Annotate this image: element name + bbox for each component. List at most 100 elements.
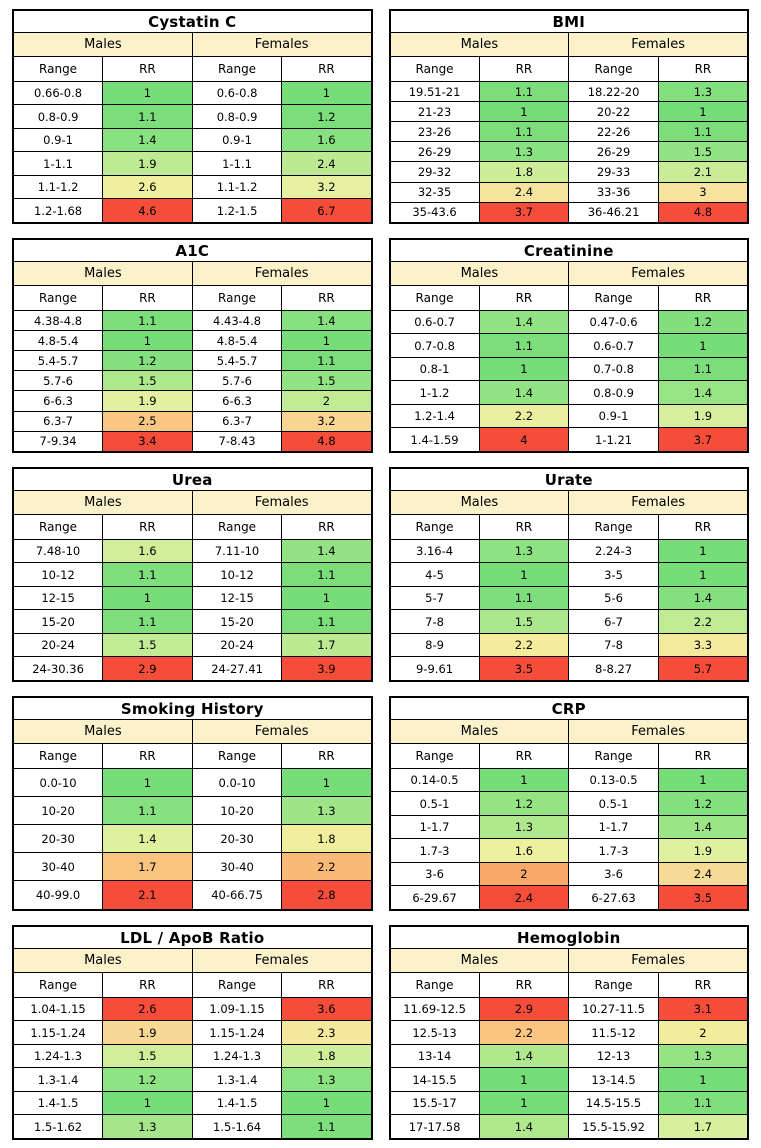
rr-cell-males: 1.1 <box>478 121 570 143</box>
title-row: CRP <box>389 696 749 720</box>
rr-cell-females: 3 <box>657 181 749 203</box>
rr-cell-males: 1 <box>102 585 193 611</box>
group-header-females: Females <box>568 719 749 744</box>
range-cell-females: 0.5-1 <box>568 791 659 816</box>
title-row: Creatinine <box>389 238 749 262</box>
column-header-row: Range RR Range RR <box>389 285 749 311</box>
col-header-range-males: Range <box>12 514 104 540</box>
range-cell-females: 3-6 <box>568 861 659 887</box>
rr-cell-females: 1 <box>657 538 749 564</box>
rr-cell-males: 1.3 <box>478 814 570 840</box>
rr-cell-females: 2.1 <box>657 161 749 183</box>
range-cell-males: 5.4-5.7 <box>12 350 104 372</box>
rr-cell-females: 1.7 <box>657 1114 749 1140</box>
range-cell-males: 1.04-1.15 <box>12 996 104 1022</box>
col-header-rr-females: RR <box>657 972 749 998</box>
rr-cell-females: 2.2 <box>657 609 749 634</box>
group-header-males: Males <box>12 32 193 57</box>
rr-cell-females: 1.5 <box>281 370 372 392</box>
data-row: 35-43.6 3.7 36-46.21 4.8 <box>389 201 749 224</box>
column-header-row: Range RR Range RR <box>12 285 372 311</box>
title-row: Smoking History <box>12 696 372 720</box>
range-cell-males: 8-9 <box>389 632 480 658</box>
rr-cell-females: 1 <box>281 767 372 798</box>
col-header-rr-females: RR <box>657 743 749 769</box>
data-row: 10-12 1.1 10-12 1.1 <box>12 562 372 587</box>
rr-cell-males: 1.1 <box>102 562 193 587</box>
biomarker-table: Smoking History Males Females Range RR R… <box>12 696 373 911</box>
column-header-row: Range RR Range RR <box>389 743 749 769</box>
col-header-rr-males: RR <box>102 743 193 769</box>
range-cell-females: 4.8-5.4 <box>191 330 283 352</box>
range-cell-males: 1-1.7 <box>389 814 480 840</box>
group-header-females: Females <box>191 948 373 973</box>
table-title: Creatinine <box>389 238 749 262</box>
range-cell-females: 13-14.5 <box>568 1067 659 1092</box>
rr-cell-males: 1.5 <box>102 1043 193 1069</box>
rr-cell-males: 2.2 <box>478 632 570 658</box>
rr-cell-males: 1.4 <box>102 824 193 854</box>
data-row: 1.04-1.15 2.6 1.09-1.15 3.6 <box>12 996 372 1022</box>
data-row: 8-9 2.2 7-8 3.3 <box>389 632 749 658</box>
range-cell-females: 0.6-0.7 <box>568 333 659 358</box>
data-row: 7-9.34 3.4 7-8.43 4.8 <box>12 430 372 453</box>
range-cell-males: 0.14-0.5 <box>389 767 480 793</box>
group-header-row: Males Females <box>388 719 749 744</box>
col-header-range-males: Range <box>12 285 104 311</box>
col-header-rr-females: RR <box>657 285 749 311</box>
range-cell-males: 5-7 <box>389 585 480 611</box>
rr-cell-males: 1.4 <box>478 380 570 405</box>
data-row: 1.4-1.59 4 1-1.21 3.7 <box>389 427 749 453</box>
data-row: 10-20 1.1 10-20 1.3 <box>12 796 372 826</box>
group-header-females: Females <box>568 948 749 973</box>
rr-cell-males: 4 <box>478 427 570 453</box>
range-cell-males: 10-12 <box>12 562 104 587</box>
rr-cell-females: 4.8 <box>281 430 372 453</box>
rr-cell-males: 2.4 <box>478 181 570 203</box>
range-cell-females: 1-1.7 <box>568 814 659 840</box>
rr-cell-males: 1.5 <box>102 370 193 392</box>
range-cell-males: 10-20 <box>12 796 104 826</box>
rr-cell-males: 2.6 <box>102 996 193 1022</box>
range-cell-females: 6-27.63 <box>568 885 659 911</box>
rr-cell-males: 1.2 <box>102 1067 193 1092</box>
rr-cell-females: 1.9 <box>657 838 749 863</box>
range-cell-females: 29-33 <box>568 161 659 183</box>
biomarker-table: Cystatin C Males Females Range RR Range … <box>12 9 373 224</box>
title-row: A1C <box>12 238 372 262</box>
column-header-row: Range RR Range RR <box>12 972 372 998</box>
data-row: 1-1.2 1.4 0.8-0.9 1.4 <box>389 380 749 405</box>
rr-cell-females: 2 <box>281 390 372 412</box>
col-header-range-females: Range <box>191 743 283 769</box>
rr-cell-females: 1 <box>657 101 749 123</box>
rr-cell-males: 2.9 <box>102 656 193 682</box>
group-header-row: Males Females <box>388 948 749 973</box>
group-header-females: Females <box>191 719 373 744</box>
rr-cell-males: 1.4 <box>478 1043 570 1069</box>
data-row: 29-32 1.8 29-33 2.1 <box>389 161 749 183</box>
range-cell-females: 6-6.3 <box>191 390 283 412</box>
biomarker-table: Urea Males Females Range RR Range RR 7.4… <box>12 467 373 682</box>
range-cell-males: 20-24 <box>12 632 104 658</box>
group-header-males: Males <box>12 490 193 515</box>
range-cell-males: 7-9.34 <box>12 430 104 453</box>
range-cell-males: 0.8-1 <box>389 356 480 382</box>
data-row: 0.5-1 1.2 0.5-1 1.2 <box>389 791 749 816</box>
group-header-males: Males <box>388 32 570 57</box>
data-row: 4-5 1 3-5 1 <box>389 562 749 587</box>
rr-cell-females: 1.1 <box>657 121 749 143</box>
range-cell-males: 29-32 <box>389 161 480 183</box>
range-cell-males: 40-99.0 <box>12 880 104 911</box>
range-cell-males: 6.3-7 <box>12 410 104 432</box>
range-cell-females: 1.15-1.24 <box>191 1020 283 1045</box>
col-header-rr-males: RR <box>478 972 570 998</box>
column-header-row: Range RR Range RR <box>12 743 372 769</box>
col-header-rr-males: RR <box>478 514 570 540</box>
rr-cell-males: 3.5 <box>478 656 570 682</box>
data-row: 6-29.67 2.4 6-27.63 3.5 <box>389 885 749 911</box>
rr-cell-females: 3.1 <box>657 996 749 1022</box>
col-header-rr-males: RR <box>478 285 570 311</box>
rr-cell-males: 1.4 <box>478 1114 570 1140</box>
rr-cell-males: 1.1 <box>478 585 570 611</box>
